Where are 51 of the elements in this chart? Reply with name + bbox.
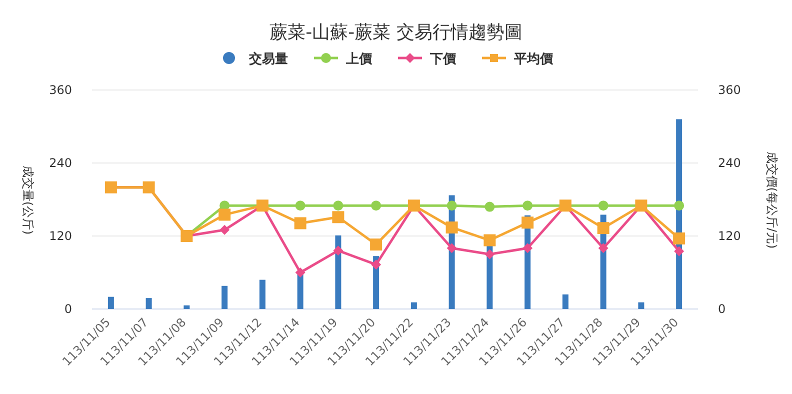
bar xyxy=(259,280,266,309)
y2-tick-label: 120 xyxy=(718,229,741,243)
point xyxy=(484,202,495,212)
bar xyxy=(108,296,114,309)
y-tick-label: 120 xyxy=(49,229,72,243)
bar xyxy=(222,286,228,309)
chart-title: 蕨菜-山蘇-蕨菜 交易行情趨勢圖 xyxy=(270,22,522,43)
point xyxy=(333,200,344,211)
point xyxy=(597,222,610,234)
point xyxy=(522,216,534,229)
y-tick-label: 240 xyxy=(49,156,72,170)
bar xyxy=(335,235,342,309)
point xyxy=(446,243,457,254)
point xyxy=(332,211,344,224)
point xyxy=(673,232,686,244)
legend-label: 平均價 xyxy=(513,52,554,67)
point xyxy=(220,224,230,235)
bar xyxy=(184,305,190,309)
point xyxy=(371,200,382,211)
point xyxy=(333,246,344,256)
bar xyxy=(562,294,568,309)
point xyxy=(674,200,684,211)
legend-label: 下價 xyxy=(429,52,457,67)
point xyxy=(598,200,608,211)
point xyxy=(484,249,495,260)
point xyxy=(218,208,231,221)
point xyxy=(294,217,306,230)
bar xyxy=(410,302,417,309)
legend-label: 上價 xyxy=(345,52,373,67)
legend-label: 交易量 xyxy=(248,51,288,67)
y-axis-title: 成交量(公斤) xyxy=(21,165,35,235)
y2-tick-label: 240 xyxy=(718,156,741,170)
y2-tick-label: 360 xyxy=(718,83,741,97)
point xyxy=(674,246,684,256)
y-tick-label: 360 xyxy=(49,83,72,97)
bar xyxy=(297,272,304,309)
point xyxy=(371,260,382,270)
y-tick-label: 0 xyxy=(64,302,72,316)
y2-axis-title: 成交價(每公斤/元) xyxy=(765,151,779,249)
point xyxy=(522,243,533,254)
y2-tick-label: 0 xyxy=(718,302,726,316)
point xyxy=(295,268,306,278)
point xyxy=(522,200,533,211)
point xyxy=(370,238,382,251)
point xyxy=(446,221,458,234)
point xyxy=(598,243,608,254)
point xyxy=(446,200,457,211)
point xyxy=(484,234,496,246)
bar xyxy=(638,302,644,309)
bar xyxy=(146,298,152,309)
point xyxy=(295,200,306,211)
